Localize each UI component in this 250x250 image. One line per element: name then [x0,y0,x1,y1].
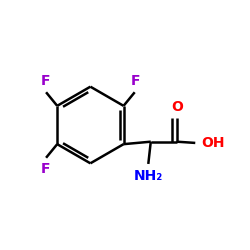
Text: F: F [40,74,50,88]
Text: NH₂: NH₂ [134,170,163,183]
Text: O: O [171,100,183,114]
Text: OH: OH [202,136,225,150]
Text: F: F [40,162,50,176]
Text: F: F [131,74,140,88]
